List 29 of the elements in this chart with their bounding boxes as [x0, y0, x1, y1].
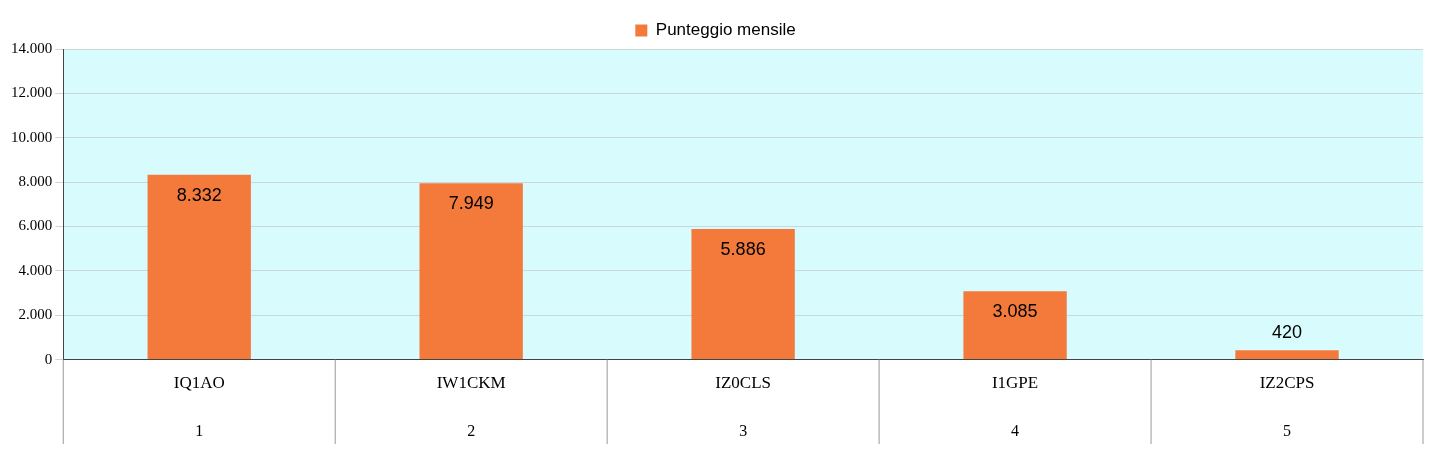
y-tick-label: 0 — [44, 350, 53, 367]
text: 1 — [195, 422, 204, 440]
data-label: 420 — [1272, 322, 1303, 343]
data-label: 7.949 — [448, 193, 494, 214]
data-label: 3.085 — [992, 301, 1038, 322]
x-tick-label: IZ0CLS — [715, 373, 771, 393]
y-tick-label: 14.000 — [11, 39, 53, 56]
y-tick-label: 12.000 — [11, 84, 53, 101]
x-tick-label: IW1CKM — [436, 373, 506, 393]
y-tick-label: 8.000 — [18, 173, 53, 190]
bar — [147, 174, 251, 360]
text: 5 — [1283, 422, 1292, 440]
y-tick-label: 10.000 — [11, 128, 53, 145]
legend-label: Punteggio mensile — [655, 20, 796, 40]
text: 2 — [467, 422, 476, 440]
y-tick-label: 2.000 — [18, 306, 53, 323]
bar — [963, 291, 1067, 360]
bar — [691, 229, 795, 360]
data-label: 8.332 — [176, 184, 222, 205]
x-tick-label: IZ2CPS — [1259, 373, 1315, 393]
y-tick-label: 6.000 — [18, 217, 53, 234]
x-tick-label: I1GPE — [991, 373, 1039, 393]
x-tick-label: IQ1AO — [173, 373, 225, 393]
text: 4 — [1011, 422, 1020, 440]
text: 3 — [739, 422, 748, 440]
bar — [1235, 350, 1339, 360]
bar — [419, 183, 523, 360]
y-tick-label: 4.000 — [18, 261, 53, 278]
data-label: 5.886 — [720, 238, 766, 259]
